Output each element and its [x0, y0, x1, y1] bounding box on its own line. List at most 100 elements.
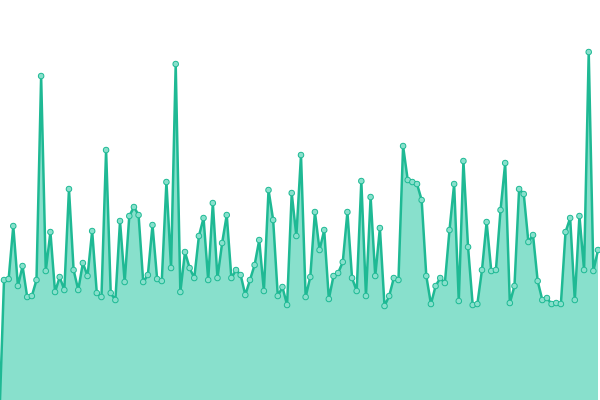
point	[529, 231, 537, 239]
point	[436, 274, 444, 282]
point	[427, 300, 435, 308]
point	[265, 186, 272, 194]
point	[214, 274, 221, 282]
point	[515, 185, 523, 193]
point	[251, 261, 258, 269]
point	[339, 258, 347, 266]
point	[79, 259, 87, 267]
point	[320, 226, 328, 234]
point	[42, 267, 50, 275]
point	[293, 232, 300, 240]
point	[195, 232, 203, 240]
point	[56, 273, 63, 281]
point	[460, 157, 467, 165]
point	[88, 227, 96, 235]
point	[334, 269, 342, 277]
point	[158, 277, 166, 285]
point	[228, 274, 235, 282]
point	[47, 228, 54, 236]
point	[325, 295, 333, 303]
point	[149, 221, 156, 229]
point	[446, 226, 453, 234]
point	[269, 216, 277, 224]
point	[139, 278, 147, 286]
point	[344, 208, 351, 216]
point	[255, 236, 263, 244]
point	[172, 60, 180, 68]
point	[135, 211, 142, 219]
point	[163, 178, 170, 186]
point	[297, 151, 305, 159]
point	[246, 276, 254, 284]
point	[399, 142, 407, 150]
point	[594, 246, 600, 254]
point	[483, 218, 490, 226]
point	[121, 278, 128, 286]
point	[395, 276, 402, 284]
point	[209, 199, 217, 207]
point	[580, 266, 588, 274]
point	[61, 286, 68, 294]
point	[464, 243, 472, 251]
point	[74, 286, 82, 294]
point	[70, 266, 77, 274]
point	[204, 276, 212, 284]
point	[534, 277, 541, 285]
point	[28, 292, 36, 300]
point	[348, 274, 356, 282]
point	[585, 48, 593, 56]
point	[14, 282, 22, 290]
point	[84, 272, 91, 280]
point	[232, 266, 240, 274]
point	[33, 276, 40, 284]
point	[237, 271, 244, 279]
point	[112, 296, 119, 304]
point	[316, 246, 323, 254]
point	[422, 272, 430, 280]
point	[441, 279, 449, 287]
point	[181, 248, 189, 256]
point	[116, 217, 124, 225]
point	[200, 214, 207, 222]
point	[242, 291, 249, 299]
point	[93, 289, 101, 297]
point	[367, 193, 374, 201]
point	[5, 275, 12, 283]
point	[455, 297, 463, 305]
point	[283, 301, 291, 309]
point	[186, 264, 193, 272]
point	[474, 300, 481, 308]
point	[478, 266, 486, 274]
point	[223, 211, 231, 219]
point	[125, 212, 133, 220]
point	[566, 214, 574, 222]
point	[37, 72, 45, 80]
point	[218, 239, 226, 247]
point	[557, 300, 565, 308]
point	[65, 185, 73, 193]
point	[274, 292, 282, 300]
point	[492, 266, 500, 274]
point	[190, 274, 198, 282]
point	[497, 206, 504, 214]
point	[520, 190, 528, 198]
point	[450, 180, 458, 188]
point	[353, 287, 360, 295]
point	[279, 283, 286, 291]
point	[506, 299, 514, 307]
point	[385, 292, 393, 300]
point	[107, 289, 115, 297]
point	[144, 271, 152, 279]
point	[376, 224, 384, 232]
point	[562, 228, 569, 236]
point	[418, 196, 425, 204]
point	[413, 180, 421, 188]
area-fill	[0, 52, 598, 400]
point	[576, 212, 583, 220]
point	[98, 293, 105, 301]
point	[130, 203, 138, 211]
point	[362, 292, 370, 300]
point	[177, 288, 184, 296]
